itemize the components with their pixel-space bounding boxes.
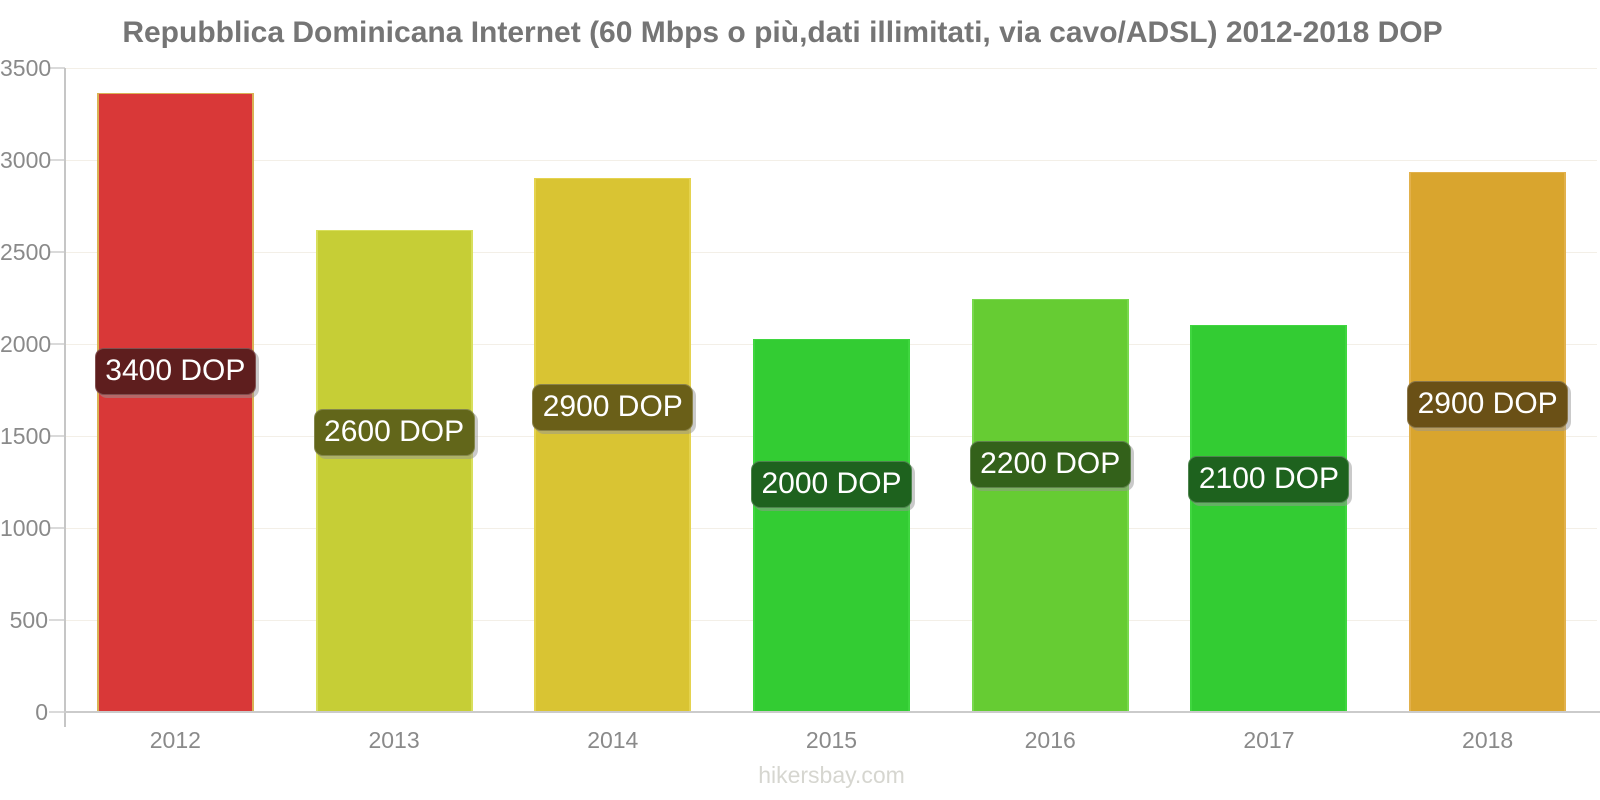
- y-axis-label-1500: 1500: [0, 423, 52, 449]
- gridline-3000: [66, 159, 1597, 161]
- y-axis-label-2000: 2000: [0, 331, 52, 357]
- x-axis-label-2013: 2013: [368, 727, 420, 753]
- x-axis-label-2014: 2014: [587, 727, 639, 753]
- bar-value-label-2014: 2900 DOP: [532, 384, 694, 432]
- y-axis-tick-500: [49, 619, 65, 621]
- y-axis-label-3000: 3000: [0, 147, 52, 173]
- bar-2013: [315, 229, 473, 712]
- y-axis-label-3500: 3500: [0, 55, 52, 81]
- bar-value-label-2013: 2600 DOP: [313, 408, 475, 456]
- y-axis-label-500: 500: [9, 607, 48, 633]
- bar-value-label-2012: 3400 DOP: [94, 347, 256, 395]
- y-axis-tick-1500: [49, 435, 65, 437]
- y-axis-label-1000: 1000: [0, 515, 52, 541]
- x-axis-label-2012: 2012: [149, 727, 201, 753]
- x-axis-label-2016: 2016: [1024, 727, 1076, 753]
- y-axis-label-2500: 2500: [0, 239, 52, 265]
- chart-title: Repubblica Dominicana Internet (60 Mbps …: [122, 16, 1443, 49]
- y-axis-tick-0: [49, 711, 65, 713]
- bar-value-label-2015: 2000 DOP: [751, 460, 912, 508]
- x-axis-line: [64, 711, 1600, 713]
- bar-2017: [1190, 325, 1348, 712]
- y-axis-tick-3500: [49, 67, 65, 69]
- bar-value-label-2016: 2200 DOP: [969, 440, 1131, 488]
- bar-2014: [534, 178, 692, 712]
- bar-2018: [1409, 171, 1567, 712]
- gridline-2500: [66, 251, 1597, 253]
- y-axis-label-0: 0: [35, 699, 48, 725]
- bar-value-label-2018: 2900 DOP: [1407, 380, 1569, 428]
- bar-2012: [96, 92, 254, 712]
- y-axis-line: [64, 68, 66, 727]
- y-axis-tick-2000: [49, 343, 65, 345]
- y-axis-tick-1000: [49, 527, 65, 529]
- x-axis-label-2015: 2015: [805, 727, 858, 753]
- gridline-3500: [66, 67, 1597, 69]
- bar-value-label-2017: 2100 DOP: [1188, 456, 1350, 504]
- bar-2015: [753, 339, 910, 712]
- x-axis-label-2018: 2018: [1462, 727, 1514, 753]
- x-axis-label-2017: 2017: [1243, 727, 1295, 753]
- watermark-hikersbay: hikersbay.com: [758, 762, 905, 788]
- y-axis-tick-3000: [49, 159, 65, 161]
- y-axis-tick-2500: [49, 251, 65, 253]
- bar-2016: [971, 298, 1129, 712]
